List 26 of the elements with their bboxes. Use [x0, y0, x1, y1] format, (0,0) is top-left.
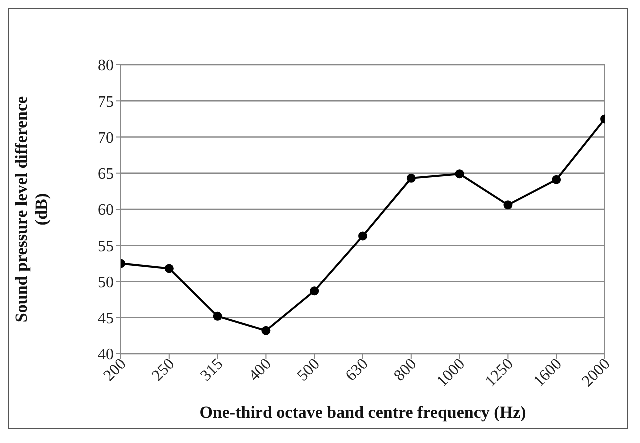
point	[310, 286, 320, 296]
x-tick-label: 630	[342, 356, 372, 385]
point	[504, 200, 513, 210]
x-tick-label: 800	[391, 356, 420, 385]
y-tick-label: 45	[98, 310, 114, 328]
y-tick-label: 40	[98, 346, 114, 364]
y-tick-label: 50	[98, 274, 114, 292]
y-tick-label: 55	[98, 238, 114, 256]
y-tick-label: 75	[98, 94, 114, 111]
x-tick-label: 315	[198, 356, 227, 385]
y-tick-label: 60	[98, 202, 114, 220]
x-tick-label: 400	[246, 356, 276, 385]
point	[358, 232, 368, 241]
point	[262, 326, 271, 336]
y-tick-label: 80	[98, 58, 114, 75]
x-tick-label: 500	[294, 356, 324, 385]
y-axis-title: Sound pressure level difference (dB)	[12, 96, 51, 323]
point	[406, 174, 416, 183]
y-tick-label: 65	[98, 166, 114, 184]
y-tick-label: 70	[98, 130, 114, 147]
point	[552, 175, 562, 184]
point	[213, 312, 222, 321]
x-axis-title: One-third octave band centre frequency (Hz)	[200, 403, 526, 422]
point	[455, 170, 464, 179]
point	[164, 264, 174, 274]
x-tick-label: 250	[149, 356, 178, 385]
